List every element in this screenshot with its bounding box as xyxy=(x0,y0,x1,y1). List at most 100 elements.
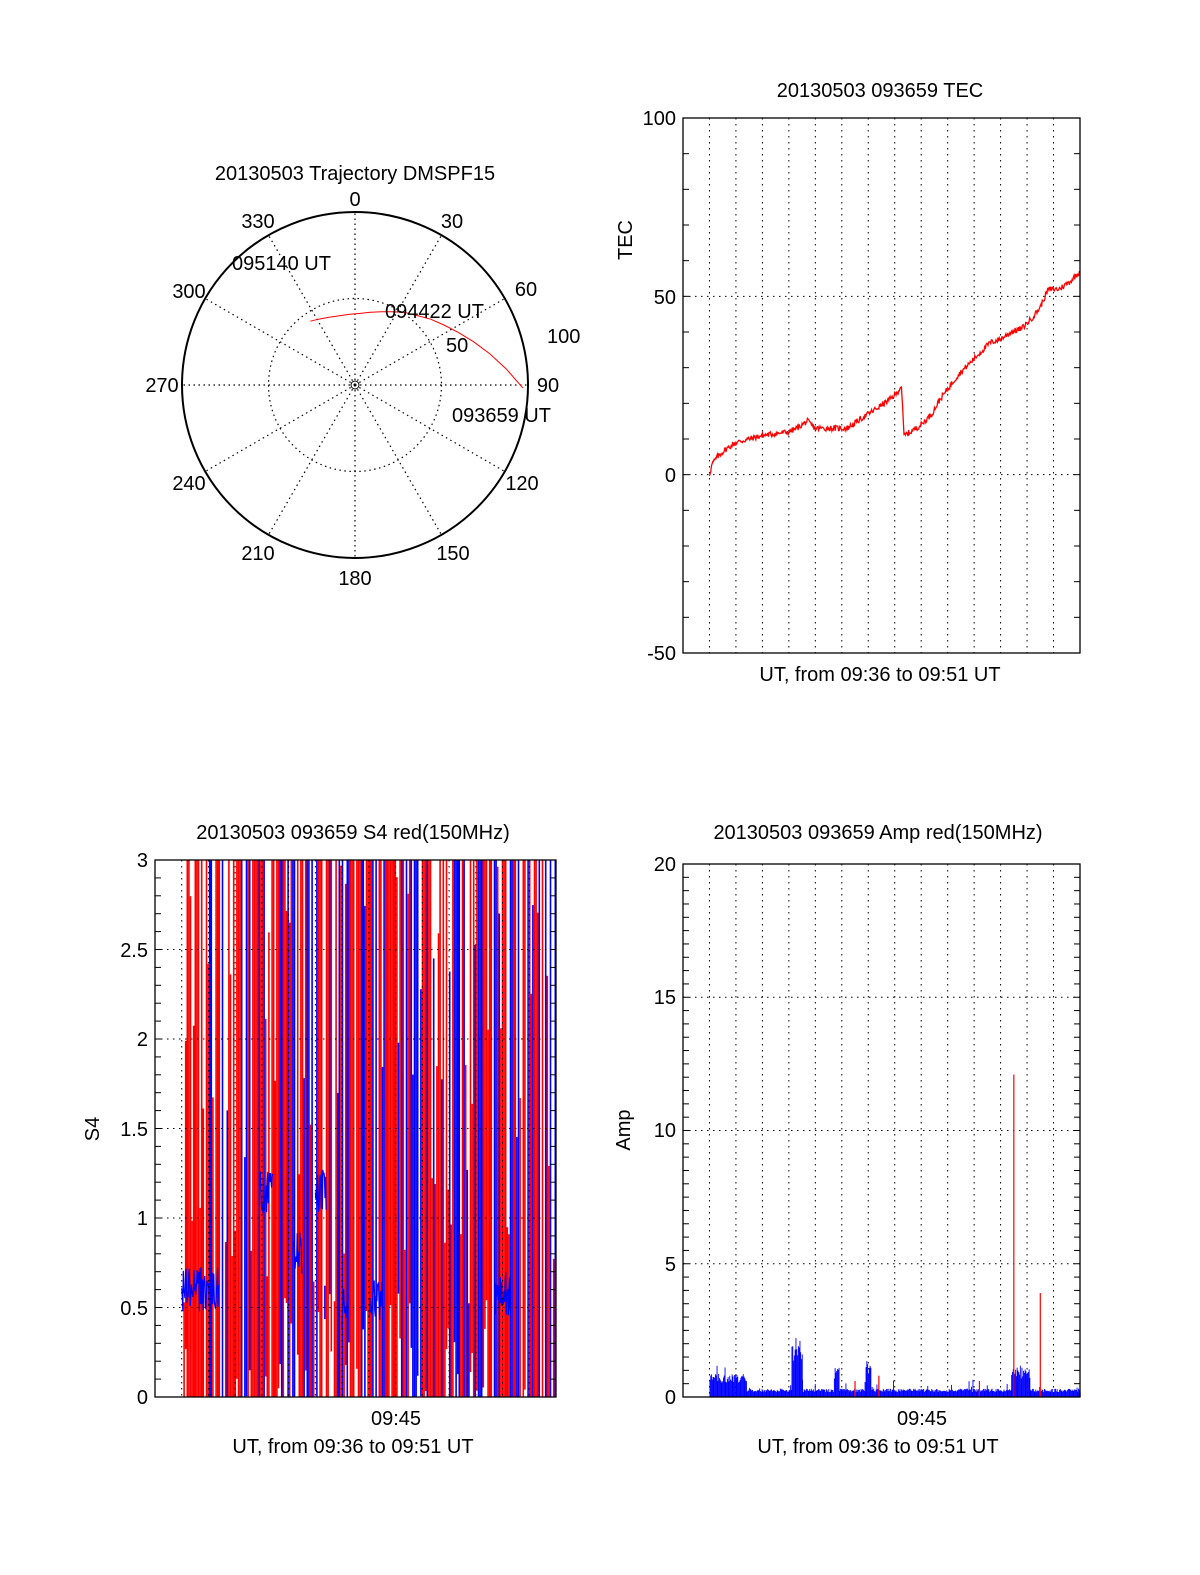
amp-blue-bar xyxy=(957,1390,959,1397)
s4-bar xyxy=(191,1220,193,1397)
tec-plot-frame xyxy=(682,117,1081,654)
amp-blue-bar xyxy=(859,1389,860,1397)
amp-blue-bar xyxy=(722,1381,724,1397)
amp-blue-bar xyxy=(868,1373,869,1397)
amp-blue-bar xyxy=(813,1389,815,1397)
amp-blue-bar xyxy=(1077,1391,1079,1397)
amp-blue-bar xyxy=(1034,1391,1036,1397)
amp-blue-bar xyxy=(1024,1369,1026,1397)
amp-blue-bar xyxy=(764,1390,765,1397)
amp-blue-bar xyxy=(778,1391,780,1397)
tec-grid xyxy=(683,118,1080,653)
amp-blue-bar xyxy=(1052,1392,1054,1397)
s4-bar xyxy=(493,860,496,1397)
s4-bar xyxy=(186,860,189,1397)
amp-blue-bar xyxy=(1048,1391,1050,1397)
amp-blue-bar xyxy=(754,1391,756,1397)
amp-blue-bar xyxy=(747,1390,749,1397)
amp-blue-bar xyxy=(887,1391,889,1397)
amp-blue-bar xyxy=(809,1389,811,1397)
amp-blue-bar xyxy=(713,1377,715,1397)
s4-bar xyxy=(229,974,232,1397)
amp-blue-bar xyxy=(1078,1388,1079,1397)
amp-blue-bar xyxy=(784,1391,786,1397)
amp-blue-bar xyxy=(911,1390,913,1397)
amp-blue-bar xyxy=(890,1388,891,1397)
s4-bar xyxy=(202,1108,205,1397)
amp-blue-bar xyxy=(843,1389,844,1397)
s4-bar xyxy=(247,860,249,1397)
amp-blue-bar xyxy=(952,1391,954,1397)
amp-xtick-label: 09:45 xyxy=(897,1408,947,1430)
amp-blue-bar xyxy=(1064,1389,1066,1397)
amp-blue-bar xyxy=(829,1392,830,1397)
amp-chart: 20130503 093659 Amp red(150MHz) 20 15 10… xyxy=(613,822,1081,1458)
s4-bar xyxy=(372,860,374,1397)
annotation-093659: 093659 UT xyxy=(452,405,551,427)
s4-ytick-label: 2 xyxy=(137,1029,148,1051)
s4-bar xyxy=(301,860,304,1397)
amp-ytick-label: 10 xyxy=(654,1120,676,1142)
amp-blue-bar xyxy=(925,1390,927,1397)
amp-blue-bar xyxy=(807,1390,809,1397)
s4-ytick-label: 3 xyxy=(137,850,148,872)
amp-blue-bar xyxy=(1076,1387,1078,1397)
amp-blue-bar xyxy=(1018,1372,1020,1397)
amp-blue-bar xyxy=(763,1391,765,1397)
amp-blue-bar xyxy=(762,1390,764,1397)
s4-bar xyxy=(200,860,203,1397)
tec-ytick-label: 100 xyxy=(643,108,676,130)
amp-blue-bar xyxy=(867,1364,869,1397)
amp-blue-bar xyxy=(1019,1374,1020,1397)
s4-bar xyxy=(250,1250,253,1397)
amp-blue-bar xyxy=(1061,1390,1063,1397)
s4-bar xyxy=(252,860,254,1397)
amp-blue-bar xyxy=(883,1390,885,1397)
s4-bar xyxy=(282,860,285,1397)
s4-bar xyxy=(448,971,451,1397)
s4-bar xyxy=(189,896,192,1397)
amp-blue-bar xyxy=(993,1390,995,1397)
amp-blue-bar xyxy=(714,1377,716,1397)
amp-blue-bar xyxy=(1073,1390,1075,1397)
s4-bar xyxy=(325,860,328,1397)
s4-bar xyxy=(212,1097,214,1397)
amp-blue-bar xyxy=(882,1391,883,1397)
amp-blue-bar xyxy=(872,1389,874,1397)
amp-blue-bar xyxy=(862,1388,864,1397)
amp-blue-bar xyxy=(902,1389,904,1397)
amp-blue-bar xyxy=(742,1374,744,1397)
s4-bar xyxy=(228,860,230,1397)
amp-blue-bar xyxy=(1015,1369,1017,1397)
amp-blue-bar xyxy=(906,1390,908,1397)
amp-blue-bar xyxy=(819,1390,821,1397)
s4-bar xyxy=(381,1067,384,1397)
amp-blue-bar xyxy=(1062,1391,1064,1397)
amp-blue-bar xyxy=(852,1390,854,1397)
s4-bar xyxy=(426,860,429,1397)
amp-blue-bar xyxy=(938,1390,940,1397)
amp-blue-bar xyxy=(879,1390,881,1397)
amp-blue-bar xyxy=(735,1377,737,1397)
s4-bar xyxy=(349,860,352,1397)
amp-blue-bar xyxy=(889,1390,891,1397)
amp-blue-bar xyxy=(796,1349,798,1397)
amp-blue-bar xyxy=(970,1389,972,1397)
polar-angle-label: 270 xyxy=(145,375,178,397)
amp-blue-bar xyxy=(786,1390,788,1397)
amp-blue-bar xyxy=(904,1389,906,1397)
amp-blue-bar xyxy=(826,1390,828,1397)
amp-blue-bar xyxy=(969,1389,971,1397)
amp-blue-bar xyxy=(942,1391,944,1397)
s4-bar xyxy=(288,922,291,1397)
s4-bar xyxy=(440,1079,443,1397)
s4-bar xyxy=(183,1302,185,1397)
s4-bar xyxy=(284,860,286,1299)
s4-bar xyxy=(388,860,390,1397)
s4-bar xyxy=(423,860,425,1397)
amp-blue-bar xyxy=(782,1389,784,1397)
amp-blue-bar xyxy=(760,1391,761,1397)
amp-blue-bar xyxy=(729,1375,731,1397)
s4-bar xyxy=(516,1136,518,1397)
s4-bar xyxy=(304,860,307,1371)
